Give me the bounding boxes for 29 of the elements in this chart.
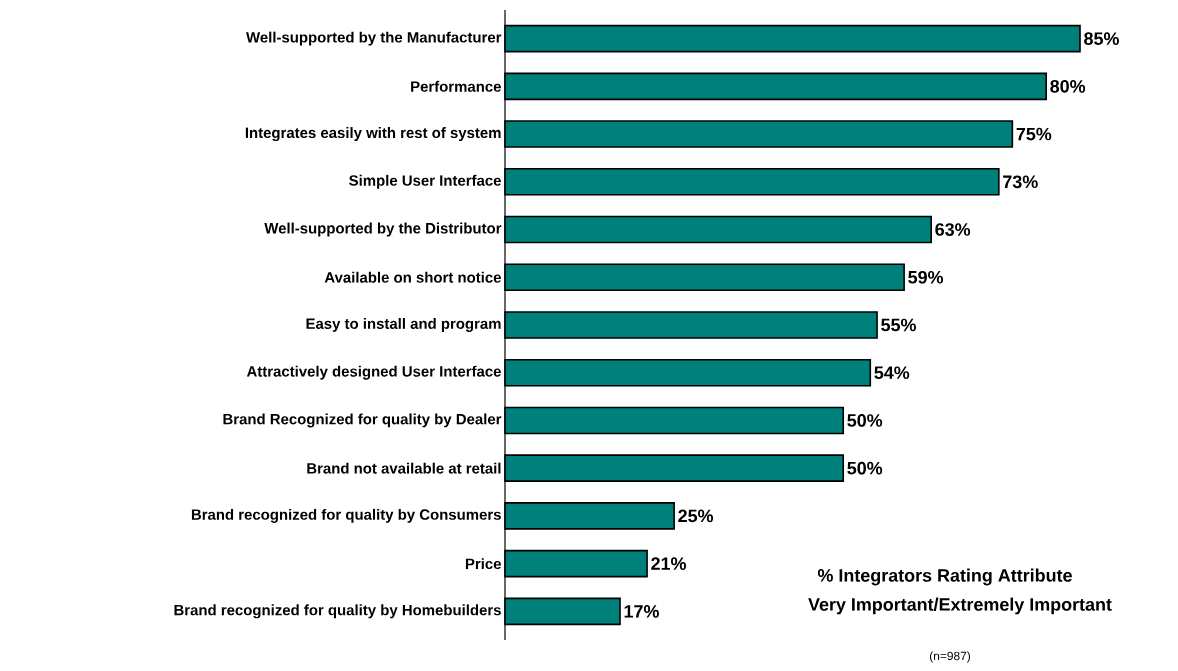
y-tick-label: Price [465,558,501,570]
y-tick-label: Brand not available at retail [307,462,501,474]
y-tick-label: Simple User Interface [349,174,501,189]
data-label: 21% [651,557,686,570]
data-label: 63% [935,223,971,236]
y-tick-label: Well-supported by the Manufacturer [246,31,502,46]
data-label: 54% [874,366,910,380]
data-label: 55% [881,318,916,332]
y-tick-label: Available on short notice [324,271,501,283]
text: (n=987) [929,651,971,663]
y-tick-label: Integrates easily with rest of system [245,127,501,142]
data-label: 59% [908,270,944,284]
text: % Integrators Rating Attribute [817,568,1072,586]
y-tick-label: Brand recognized for quality by Homebuilders [174,604,501,619]
data-label: 80% [1050,79,1086,93]
y-tick-label: Brand Recognized for quality by Dealer [223,413,502,428]
data-label: 75% [1016,127,1052,141]
data-label: 25% [678,509,714,523]
y-tick-label: Well-supported by the Distributor [264,222,502,237]
y-tick-label: Brand recognized for quality by Consumers [191,508,501,523]
data-label: 50% [847,414,883,427]
y-tick-label: Easy to install and program [306,317,501,332]
y-tick-label: Performance [411,80,501,92]
text: Very Important/Extremely Important [808,597,1112,615]
y-tick-label: Attractively designed User Interface [246,365,501,380]
data-label: 17% [624,605,659,618]
data-label: 73% [1003,175,1038,189]
data-label: 50% [847,461,883,475]
data-label: 85% [1084,32,1119,45]
